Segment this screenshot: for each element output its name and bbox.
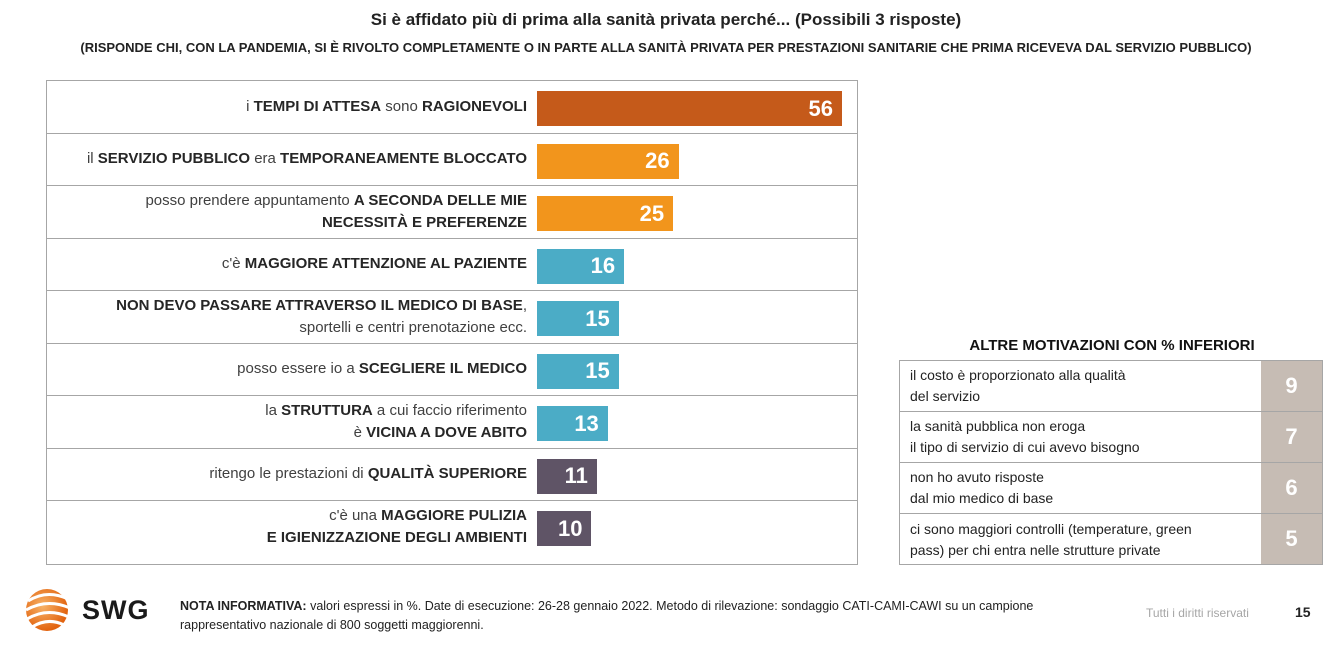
logo-text: SWG xyxy=(82,595,150,625)
table-row-value: 5 xyxy=(1261,514,1322,564)
bar-value-label: 16 xyxy=(590,253,616,278)
category-label: i TEMPI DI ATTESA sono RAGIONEVOLI xyxy=(246,97,527,115)
chart-row: il SERVIZIO PUBBLICO era TEMPORANEAMENTE… xyxy=(47,134,857,186)
main-bar-chart: i TEMPI DI ATTESA sono RAGIONEVOLI 56 il S… xyxy=(46,80,858,565)
bar: 13 xyxy=(537,406,608,441)
bar-value-label: 26 xyxy=(645,148,670,173)
note-label: NOTA INFORMATIVA: xyxy=(180,599,307,613)
bar-value-label: 11 xyxy=(564,463,588,488)
chart-row: i TEMPI DI ATTESA sono RAGIONEVOLI 56 xyxy=(47,81,857,134)
table-row: non ho avuto risposte dal mio medico di b… xyxy=(900,463,1322,514)
category-label: posso essere io a SCEGLIERE IL MEDICO xyxy=(237,360,527,378)
chart-subtitle: (RISPONDE CHI, CON LA PANDEMIA, SI È RIV… xyxy=(80,40,1252,55)
chart-row: la STRUTTURA a cui faccio riferimento è V… xyxy=(47,396,857,449)
category-label: il SERVIZIO PUBBLICO era TEMPORANEAMENTE… xyxy=(86,150,527,168)
page-number: 15 xyxy=(1295,604,1311,620)
bar: 11 xyxy=(537,458,597,494)
bar: 25 xyxy=(537,196,674,231)
table-row-value: 9 xyxy=(1261,361,1322,411)
swg-globe-icon xyxy=(25,589,71,631)
category-label: posso prendere appuntamento A SECONDA DE… xyxy=(145,191,527,231)
bar-value-label: 15 xyxy=(585,305,610,331)
side-table-title: ALTRE MOTIVAZIONI CON % INFERIORI xyxy=(969,337,1255,354)
category-label: la STRUTTURA a cui faccio riferimento è V… xyxy=(265,401,527,441)
bar-value-label: 15 xyxy=(585,358,610,383)
rights-text: Tutti i diritti riservati xyxy=(1146,606,1249,620)
table-row-label: la sanità pubblica non eroga il tipo di s… xyxy=(910,418,1140,455)
bar-value-label: 25 xyxy=(639,200,665,226)
table-row-label: non ho avuto risposte dal mio medico di b… xyxy=(910,469,1054,506)
chart-row: posso prendere appuntamento A SECONDA DE… xyxy=(47,186,857,239)
note-text: valori espressi in %. Date di esecuzione… xyxy=(180,599,1034,632)
bar: 10 xyxy=(537,511,592,546)
bar-value-label: 10 xyxy=(557,515,583,541)
table-row-value: 7 xyxy=(1261,412,1322,462)
chart-row: c'è MAGGIORE ATTENZIONE AL PAZIENTE 16 xyxy=(47,239,857,291)
table-row: ci sono maggiori controlli (temperature,… xyxy=(900,514,1322,565)
bar-value-label: 56 xyxy=(808,95,833,121)
bar: 15 xyxy=(537,301,619,336)
informative-note: NOTA INFORMATIVA: valori espressi in %. … xyxy=(180,597,1060,635)
side-table: il costo è proporzionato alla qualità del… xyxy=(899,360,1323,565)
table-row: la sanità pubblica non eroga il tipo di s… xyxy=(900,412,1322,463)
chart-title: Si è affidato più di prima alla sanità p… xyxy=(370,10,962,29)
chart-row: NON DEVO PASSARE ATTRAVERSO IL MEDICO DI… xyxy=(47,291,857,344)
bar: 56 xyxy=(537,91,842,126)
table-row-label: il costo è proporzionato alla qualità del… xyxy=(910,367,1126,404)
bar-value-label: 13 xyxy=(574,410,599,436)
table-row-value: 6 xyxy=(1261,463,1322,513)
bar: 26 xyxy=(537,143,679,179)
chart-row: ritengo le prestazioni di QUALITÀ SUPERI… xyxy=(47,449,857,501)
chart-row: c'è una MAGGIORE PULIZIA E IGIENIZZAZIONE… xyxy=(47,501,857,554)
bar: 16 xyxy=(537,248,625,284)
category-label: c'è MAGGIORE ATTENZIONE AL PAZIENTE xyxy=(221,255,527,273)
table-row: il costo è proporzionato alla qualità del… xyxy=(900,361,1322,412)
category-label: ritengo le prestazioni di QUALITÀ SUPERI… xyxy=(209,465,527,483)
category-label: NON DEVO PASSARE ATTRAVERSO IL MEDICO DI… xyxy=(116,296,527,336)
category-label: c'è una MAGGIORE PULIZIA E IGIENIZZAZIONE… xyxy=(266,507,527,547)
table-row-label: ci sono maggiori controlli (temperature,… xyxy=(910,520,1192,558)
bar: 15 xyxy=(537,353,619,389)
chart-row: posso essere io a SCEGLIERE IL MEDICO 15 xyxy=(47,344,857,396)
